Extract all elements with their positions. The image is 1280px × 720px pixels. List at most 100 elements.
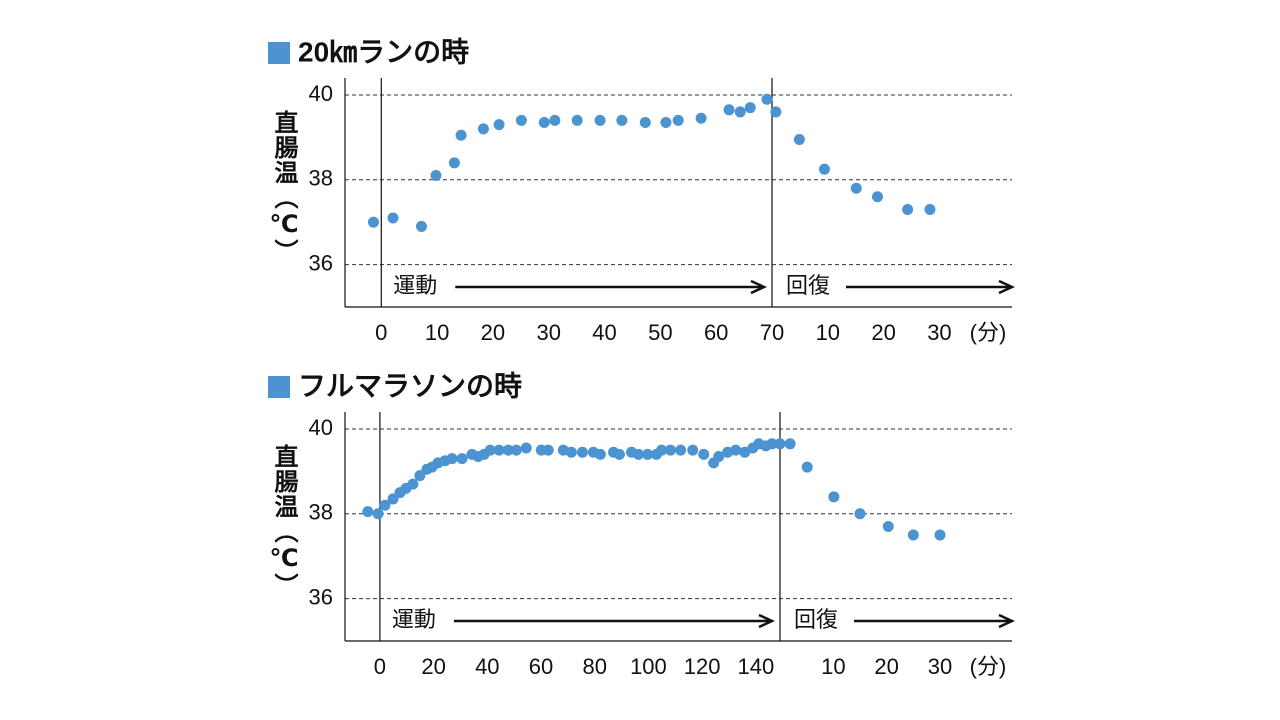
data-point [723,104,735,116]
phase-label: 運動 [393,273,437,298]
data-point [415,220,427,232]
phase-label: 回復 [786,273,830,298]
data-point [594,114,606,126]
x2-tick-label: 30 [928,654,952,679]
phase-arrow [854,613,1015,629]
y-tick-label: 38 [309,166,333,191]
data-point [387,493,399,505]
x-tick-label: 20 [481,320,505,345]
data-point [744,102,756,114]
data-point [538,117,550,129]
x-tick-label: 60 [704,320,728,345]
data-point [571,114,583,126]
x-tick-label: 100 [630,654,667,679]
data-point [632,448,644,460]
data-point [713,451,725,463]
data-point [793,133,805,145]
y-tick-label: 38 [309,500,333,525]
data-point [576,446,588,458]
x2-tick-label: 10 [821,654,845,679]
data-point [766,438,778,450]
y-tick-label: 36 [309,250,333,275]
x-unit-label: (分) [970,654,1007,679]
x2-tick-label: 30 [927,320,951,345]
data-point [850,182,862,194]
data-point [448,157,460,169]
x-tick-label: 60 [529,654,553,679]
data-point [642,448,654,460]
data-point [734,106,746,118]
data-point [730,444,742,456]
data-point [907,529,919,541]
data-point [565,446,577,458]
data-point [613,448,625,460]
x2-tick-label: 10 [816,320,840,345]
data-point [698,448,710,460]
data-point [407,478,419,490]
y-tick-label: 40 [309,415,333,440]
data-point [639,117,651,129]
data-point [784,438,796,450]
data-point [510,444,522,456]
data-point [761,93,773,105]
phase-arrow [453,613,775,629]
data-point [367,216,379,228]
data-point [854,508,866,520]
data-point [616,114,628,126]
data-point [594,448,606,460]
x-tick-label: 140 [737,654,774,679]
y-tick-label: 40 [309,81,333,106]
data-point [414,470,426,482]
data-point [430,170,442,182]
x-tick-label: 120 [684,654,721,679]
x2-tick-label: 20 [871,320,895,345]
data-point [446,453,458,465]
data-point [520,442,532,454]
data-point [362,506,374,518]
data-point [493,444,505,456]
data-point [456,453,468,465]
y-axis-label: 直腸温（℃） [270,444,297,598]
data-point [477,123,489,135]
x-tick-label: 10 [425,320,449,345]
data-point [934,529,946,541]
data-point [542,444,554,456]
data-point [372,508,384,520]
data-point [664,444,676,456]
data-point [493,119,505,131]
chart-title: フルマラソンの時 [298,370,522,401]
phase-label: 運動 [392,607,436,632]
data-point [549,114,561,126]
data-point [770,106,782,118]
data-point [882,521,894,532]
y-axis-label: 直腸温（℃） [270,110,297,264]
data-point [656,444,668,456]
data-point [387,212,399,224]
data-point [871,191,883,203]
data-point [379,499,391,511]
data-point [515,114,527,126]
data-point [502,444,514,456]
data-point [902,203,914,215]
phase-arrow [846,279,1015,295]
data-point [455,129,467,141]
data-point [801,461,813,473]
data-point [818,163,830,175]
title-icon [268,376,290,398]
data-point [774,438,786,450]
x-tick-label: 70 [760,320,784,345]
data-point [695,112,707,124]
x-unit-label: (分) [970,320,1007,345]
data-point [924,203,936,215]
data-point [739,446,751,458]
data-point [828,491,840,503]
phase-label: 回復 [794,607,838,632]
data-point [675,444,687,456]
data-point [484,444,496,456]
x2-tick-label: 20 [874,654,898,679]
title-icon [268,42,290,64]
chart-title: 20㎞ランの時 [298,36,469,67]
x-tick-label: 0 [374,654,386,679]
x-tick-label: 50 [648,320,672,345]
